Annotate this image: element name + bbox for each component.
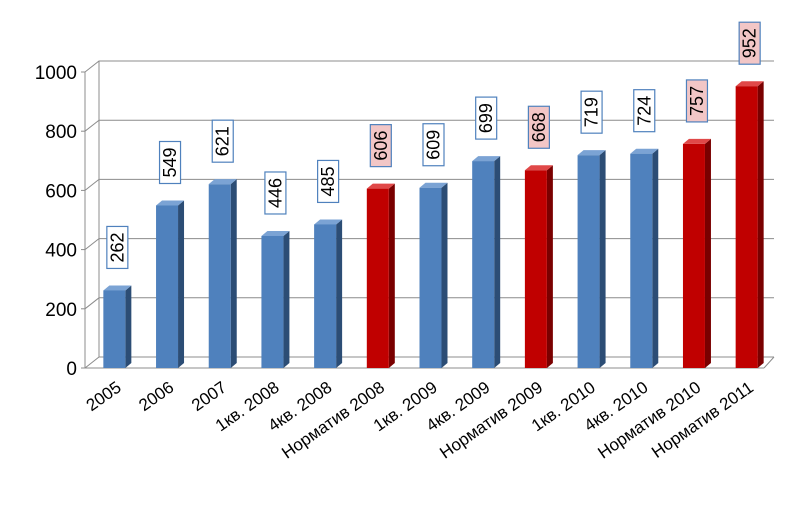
data-label-box bbox=[264, 171, 287, 215]
bar-side bbox=[283, 230, 290, 368]
bar-side bbox=[546, 165, 553, 368]
data-label-box bbox=[317, 159, 340, 204]
data-label: 757 bbox=[685, 79, 709, 123]
bar bbox=[419, 187, 442, 368]
bar bbox=[314, 224, 337, 368]
bar-top bbox=[577, 150, 606, 156]
gridline bbox=[84, 60, 774, 73]
bar bbox=[735, 86, 758, 368]
bar-top bbox=[472, 156, 501, 162]
bar bbox=[103, 290, 126, 368]
data-label: 699 bbox=[475, 96, 498, 140]
bar-side bbox=[599, 150, 606, 368]
bar-side bbox=[704, 138, 711, 368]
bar-top bbox=[208, 179, 237, 185]
bar-side bbox=[125, 285, 132, 368]
bar bbox=[156, 205, 179, 368]
data-label: 609 bbox=[422, 123, 445, 167]
data-label-text: 668 bbox=[529, 112, 549, 142]
bar-top bbox=[630, 148, 659, 154]
bar-side bbox=[388, 183, 395, 368]
data-label: 668 bbox=[527, 105, 550, 149]
floor-edge bbox=[763, 356, 775, 369]
data-labels: 262 549 621 446 485 606 609 699 668 719 724 757 952 bbox=[106, 21, 761, 270]
data-label-text: 757 bbox=[687, 86, 707, 116]
data-label: 485 bbox=[317, 159, 340, 204]
data-label: 719 bbox=[580, 90, 603, 134]
bar-top bbox=[261, 230, 290, 236]
x-tick-label: 2005 bbox=[83, 378, 125, 415]
x-tick-label: 2007 bbox=[188, 378, 230, 415]
data-label-box bbox=[369, 124, 392, 168]
data-label-box bbox=[633, 89, 656, 133]
bar-side bbox=[441, 182, 448, 368]
data-label-text: 446 bbox=[265, 178, 285, 208]
y-tick-label: 600 bbox=[45, 181, 77, 202]
data-label-text: 719 bbox=[582, 97, 602, 127]
bar bbox=[630, 153, 653, 368]
data-label-box bbox=[527, 105, 550, 149]
data-label-text: 724 bbox=[634, 96, 654, 126]
bar bbox=[208, 184, 231, 368]
data-label-text: 952 bbox=[740, 28, 760, 58]
data-label-text: 699 bbox=[476, 103, 496, 133]
bar-top bbox=[314, 219, 343, 225]
bar bbox=[577, 155, 600, 368]
y-tick-label: 1000 bbox=[35, 63, 77, 84]
data-label: 549 bbox=[158, 140, 182, 185]
bar-top bbox=[103, 285, 132, 291]
data-label-text: 609 bbox=[424, 130, 444, 160]
y-tick-label: 400 bbox=[45, 241, 77, 262]
bar-side bbox=[336, 219, 343, 368]
data-label-box bbox=[685, 79, 709, 123]
bar bbox=[261, 235, 284, 368]
data-label-box bbox=[475, 96, 498, 140]
bar-side bbox=[230, 179, 237, 368]
bar-top bbox=[366, 183, 395, 189]
bar bbox=[366, 188, 389, 368]
data-label-box bbox=[106, 225, 129, 270]
data-label-box bbox=[422, 123, 445, 167]
data-label: 606 bbox=[369, 124, 392, 168]
bar-side bbox=[652, 148, 659, 368]
bar-top bbox=[419, 182, 448, 188]
y-tick-label: 800 bbox=[45, 122, 77, 143]
bar-top bbox=[682, 138, 711, 144]
data-label: 262 bbox=[106, 225, 129, 270]
data-label-box bbox=[158, 140, 182, 185]
x-tick-label: 2006 bbox=[135, 378, 177, 415]
data-label-text: 549 bbox=[160, 147, 180, 177]
bars bbox=[103, 81, 764, 368]
data-label-text: 606 bbox=[371, 131, 391, 161]
data-label-box bbox=[738, 21, 761, 65]
bar-side bbox=[494, 156, 501, 368]
data-label-box bbox=[211, 119, 234, 163]
data-label: 952 bbox=[738, 21, 761, 65]
data-label-text: 621 bbox=[213, 126, 233, 156]
bar bbox=[524, 170, 547, 368]
bar-top bbox=[524, 165, 553, 171]
bar-top bbox=[156, 200, 185, 206]
bar bbox=[472, 161, 495, 368]
data-label: 446 bbox=[264, 171, 287, 215]
y-tick-label: 200 bbox=[45, 300, 77, 321]
bar-side bbox=[757, 81, 764, 368]
y-axis-ticks: 0 200 400 600 800 1000 bbox=[35, 63, 85, 380]
bar-side bbox=[178, 200, 185, 368]
data-label: 621 bbox=[211, 119, 234, 163]
bar bbox=[682, 143, 705, 368]
data-label-text: 485 bbox=[318, 166, 338, 196]
bar-top bbox=[735, 81, 764, 87]
data-label: 724 bbox=[633, 89, 656, 133]
y-tick-label: 0 bbox=[66, 359, 77, 380]
data-label-box bbox=[580, 90, 603, 134]
data-label-text: 262 bbox=[107, 232, 127, 262]
